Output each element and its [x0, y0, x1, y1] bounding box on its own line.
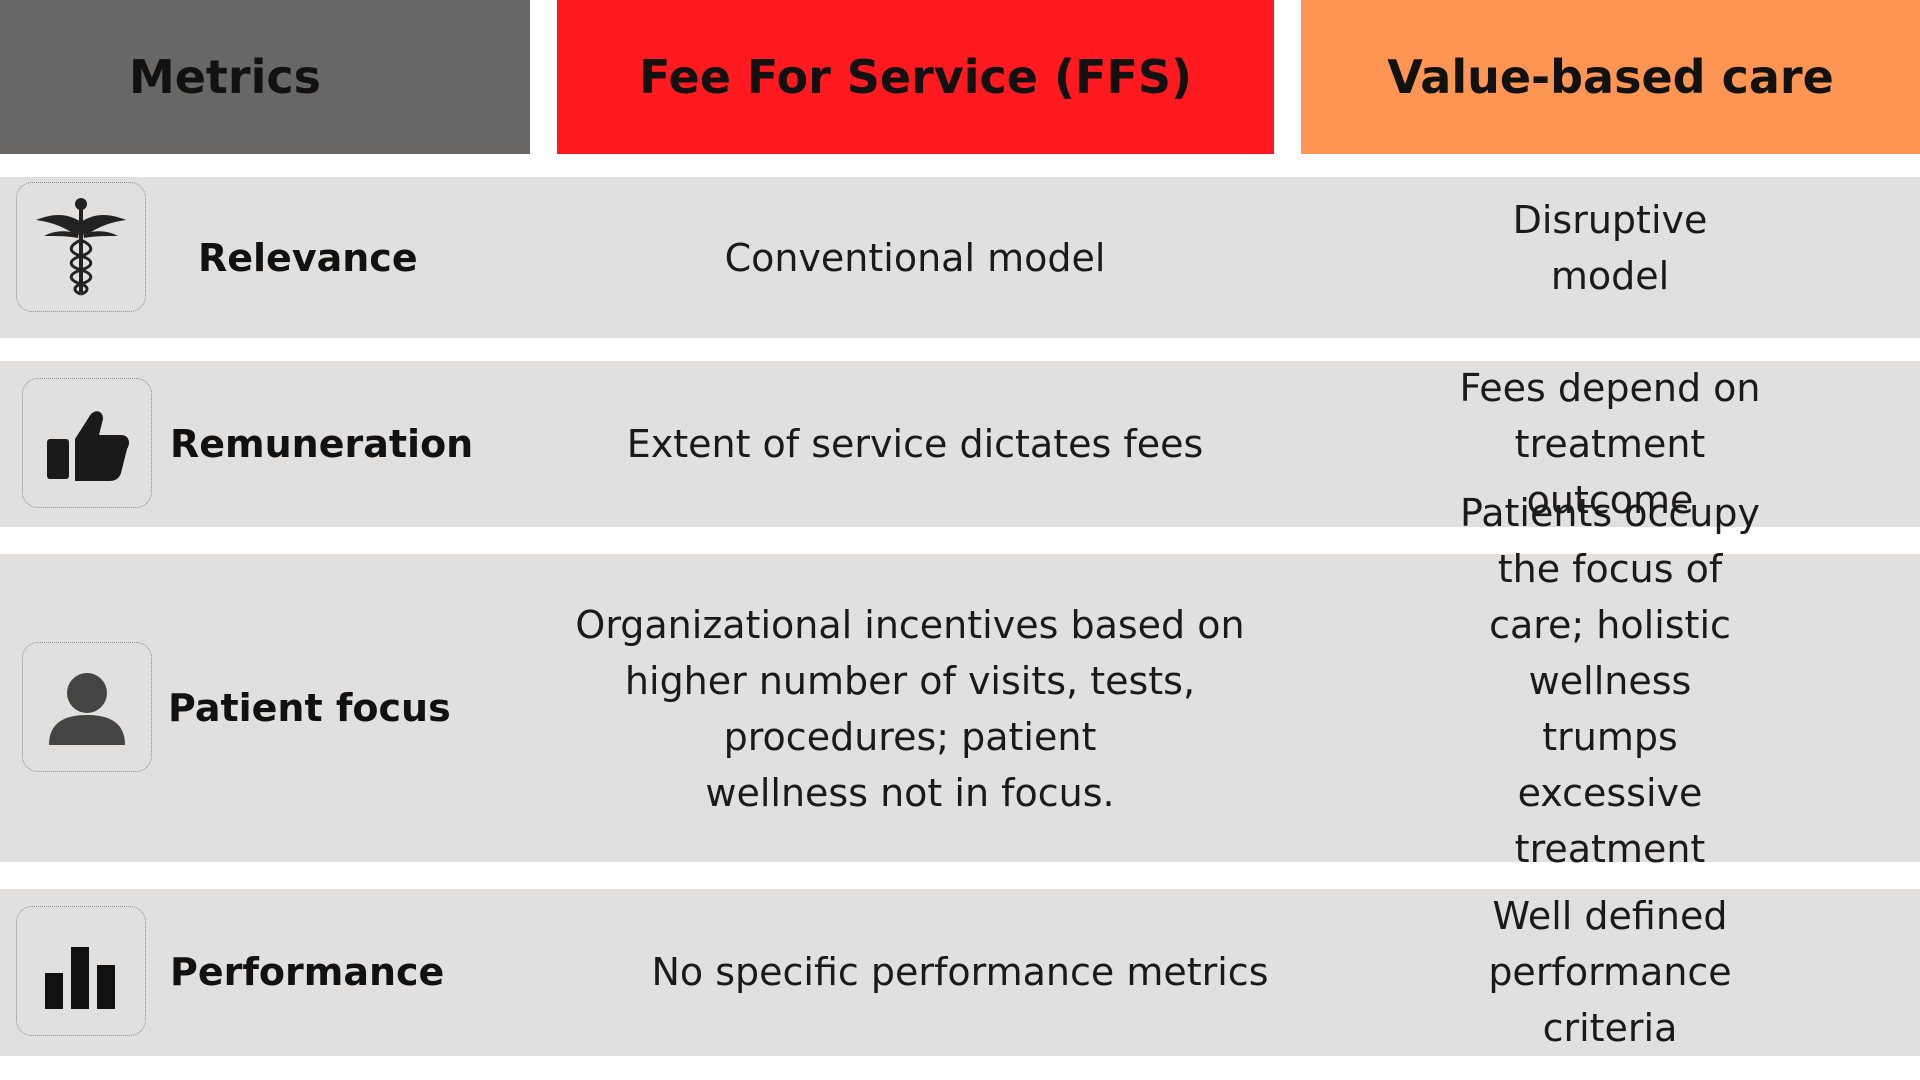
header-value-based-care: Value-based care [1301, 0, 1920, 154]
ffs-cell: Conventional model [724, 236, 1106, 280]
metric-label: Patient focus [168, 686, 451, 730]
row-remuneration [0, 361, 1920, 527]
header-ffs-label: Fee For Service (FFS) [638, 50, 1193, 104]
caduceus-icon [16, 182, 146, 312]
row-patient-focus [0, 554, 1920, 862]
vbc-cell: Disruptive model [1512, 198, 1708, 298]
header-vbc-label: Value-based care [1387, 50, 1834, 104]
metric-label: Remuneration [170, 422, 474, 466]
thumbs-up-icon [22, 378, 152, 508]
ffs-cell: No specific performance metrics [651, 950, 1269, 994]
vbc-cell: Fees depend on treatment outcome [1459, 366, 1761, 522]
metric-label: Performance [170, 950, 445, 994]
vbc-cell: Patients occupy the focus of care; holis… [1460, 491, 1760, 927]
bar-chart-icon [16, 906, 146, 1036]
row-relevance [0, 177, 1920, 338]
metric-label: Relevance [198, 236, 418, 280]
header-metrics-label: Metrics [128, 50, 322, 104]
ffs-cell: Extent of service dictates fees [626, 422, 1204, 466]
header-ffs: Fee For Service (FFS) [557, 0, 1274, 154]
header-metrics: Metrics [0, 0, 530, 154]
vbc-cell: Well defined performance criteria [1488, 894, 1732, 1050]
row-performance [0, 889, 1920, 1056]
person-icon [22, 642, 152, 772]
ffs-cell: Organizational incentives based on highe… [575, 603, 1245, 815]
